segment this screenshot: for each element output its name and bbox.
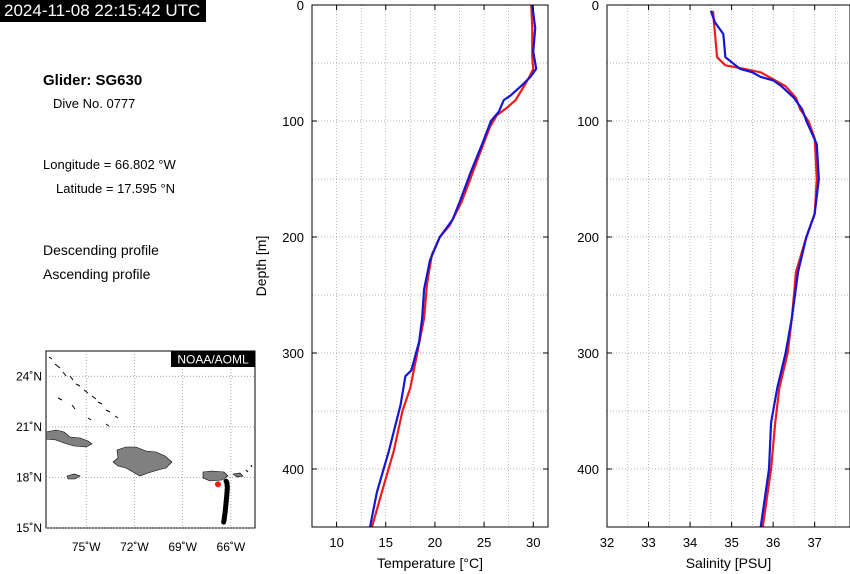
cuba-landmass — [45, 429, 93, 448]
longitude-label: Longitude = 66.802 °W — [43, 157, 176, 172]
y-tick-label: 0 — [592, 0, 599, 13]
location-map: NOAA/AOML 75˚W 72˚W 69˚W 66˚W 24˚N 21˚N 18˚N 15… — [16, 350, 256, 554]
y-tick-label: 200 — [577, 230, 599, 245]
map-lat-tick-label: 15˚N — [16, 521, 42, 535]
timestamp-label: 2024-11-08 22:15:42 UTC — [0, 0, 207, 22]
map-lon-tick-label: 69˚W — [168, 540, 197, 554]
y-tick-label: 100 — [577, 114, 599, 129]
y-tick-label: 300 — [282, 346, 304, 361]
bahamas-islands — [48, 356, 119, 427]
y-tick-label: 400 — [282, 462, 304, 477]
y-tick-label: 300 — [577, 346, 599, 361]
x-tick-label: 33 — [641, 535, 655, 550]
map-lon-tick-label: 75˚W — [72, 540, 101, 554]
glider-position-marker — [214, 481, 221, 488]
y-axis-label: Depth [m] — [253, 236, 269, 297]
x-tick-label: 36 — [766, 535, 780, 550]
y-tick-label: 100 — [282, 114, 304, 129]
dive-number: Dive No. 0777 — [53, 96, 136, 111]
salinity-chart: 32 33 34 35 36 37 0 100 200 300 400 Salinity [PSU] — [577, 0, 850, 571]
plot-frame — [311, 4, 549, 528]
x-axis-label: Salinity [PSU] — [686, 555, 772, 571]
map-lat-tick-label: 24˚N — [16, 369, 42, 383]
landmasses — [45, 356, 253, 482]
jamaica-landmass — [66, 473, 81, 480]
ascending-profile-line — [368, 4, 538, 528]
descending-legend: Descending profile — [43, 242, 159, 258]
descending-profile-line — [711, 10, 818, 528]
hispaniola-landmass — [112, 446, 173, 477]
x-tick-label: 25 — [477, 535, 491, 550]
x-tick-label: 37 — [807, 535, 821, 550]
x-tick-label: 34 — [683, 535, 697, 550]
y-tick-label: 0 — [297, 0, 304, 13]
map-lat-tick-label: 21˚N — [16, 420, 42, 434]
x-tick-label: 20 — [428, 535, 442, 550]
x-tick-label: 35 — [724, 535, 738, 550]
virgin-islands-landmass — [232, 472, 244, 478]
plot-background — [607, 5, 850, 527]
x-tick-label: 15 — [379, 535, 393, 550]
map-lon-tick-label: 66˚W — [217, 540, 246, 554]
y-tick-label: 200 — [282, 230, 304, 245]
puerto-rico-landmass — [202, 470, 229, 482]
x-axis-label: Temperature [°C] — [377, 555, 483, 571]
noaa-badge-bg — [171, 351, 255, 367]
map-lon-tick-label: 72˚W — [120, 540, 149, 554]
ascending-profile-line — [709, 10, 820, 528]
ascending-legend: Ascending profile — [43, 266, 151, 282]
antilles-islands — [245, 464, 253, 473]
y-tick-label: 400 — [577, 462, 599, 477]
x-tick-label: 10 — [329, 535, 343, 550]
plot-frame — [606, 4, 850, 528]
x-tick-label: 32 — [600, 535, 614, 550]
glider-track — [221, 478, 230, 525]
noaa-badge: NOAA/AOML — [177, 353, 249, 367]
map-lat-tick-label: 18˚N — [16, 470, 42, 484]
glider-name: Glider: SG630 — [43, 72, 143, 89]
latitude-label: Latitude = 17.595 °N — [56, 181, 176, 196]
x-tick-label: 30 — [526, 535, 540, 550]
